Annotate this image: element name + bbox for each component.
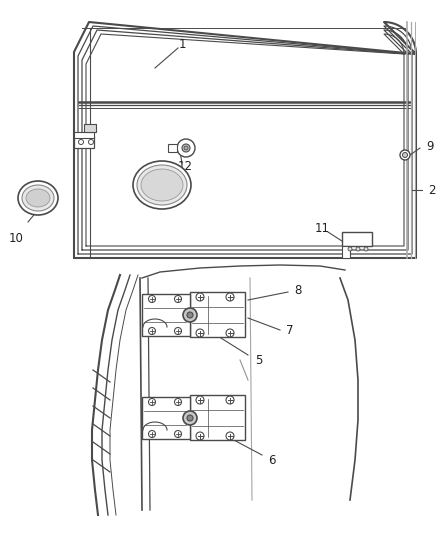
Circle shape [403, 152, 407, 157]
Circle shape [183, 308, 197, 322]
Circle shape [196, 396, 204, 404]
Bar [74, 132, 94, 138]
Circle shape [226, 293, 234, 301]
Text: 9: 9 [426, 140, 434, 152]
Bar [342, 232, 372, 246]
Circle shape [148, 431, 155, 438]
Text: 1: 1 [178, 37, 186, 51]
Circle shape [187, 415, 193, 421]
Circle shape [400, 150, 410, 160]
Circle shape [196, 432, 204, 440]
Circle shape [187, 312, 193, 318]
Circle shape [88, 140, 93, 144]
Bar [190, 395, 245, 440]
Text: 10: 10 [9, 231, 24, 245]
Bar [342, 246, 350, 258]
Circle shape [183, 411, 197, 425]
Circle shape [196, 329, 204, 337]
Bar [74, 136, 94, 148]
Circle shape [356, 247, 360, 251]
Bar [142, 294, 190, 336]
Bar [168, 144, 177, 152]
Circle shape [174, 295, 181, 303]
Ellipse shape [22, 185, 54, 211]
Bar [84, 124, 96, 132]
Circle shape [148, 327, 155, 335]
Circle shape [174, 431, 181, 438]
Circle shape [196, 293, 204, 301]
Circle shape [78, 140, 84, 144]
Circle shape [364, 247, 368, 251]
Text: 2: 2 [428, 183, 435, 197]
Ellipse shape [137, 165, 187, 205]
Text: 7: 7 [286, 324, 293, 336]
Text: 5: 5 [255, 353, 262, 367]
Ellipse shape [141, 169, 183, 201]
Circle shape [148, 399, 155, 406]
Circle shape [174, 399, 181, 406]
Circle shape [148, 295, 155, 303]
Bar [190, 292, 245, 337]
Circle shape [184, 146, 188, 150]
Bar [142, 397, 190, 439]
Ellipse shape [133, 161, 191, 209]
Text: 11: 11 [314, 222, 329, 235]
Text: 12: 12 [177, 160, 192, 174]
Circle shape [182, 144, 190, 152]
Text: 8: 8 [294, 284, 301, 296]
Circle shape [226, 329, 234, 337]
Circle shape [177, 139, 195, 157]
Ellipse shape [18, 181, 58, 215]
Ellipse shape [26, 189, 50, 207]
Circle shape [174, 327, 181, 335]
Circle shape [226, 396, 234, 404]
Text: 6: 6 [268, 454, 276, 466]
Circle shape [348, 247, 352, 251]
Circle shape [226, 432, 234, 440]
